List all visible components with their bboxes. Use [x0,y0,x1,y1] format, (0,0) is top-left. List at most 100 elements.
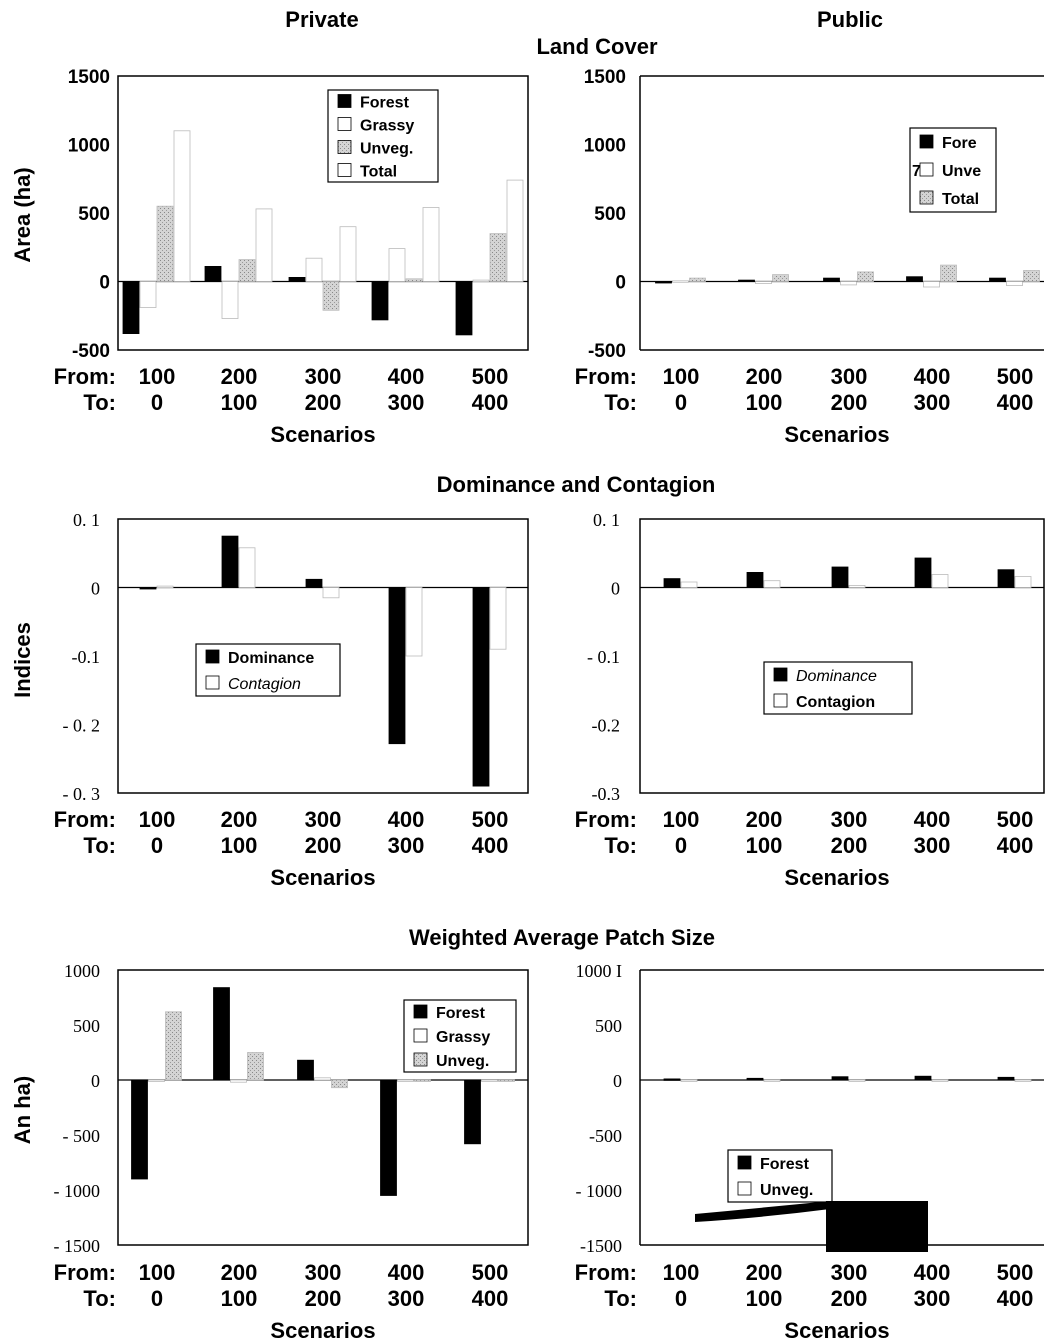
legend-label: Unveg. [360,141,413,158]
legend-label: Forest [360,95,410,112]
legend-label: Forest [436,1005,486,1022]
bar-unveg-3 [322,281,340,311]
y-tick-label: 0 [99,273,110,294]
legend-label: Fore [942,135,977,152]
bar-forest-2 [738,279,755,283]
x-tick-to: 400 [997,833,1034,858]
bar-contagion-4 [931,574,949,588]
legend-label: Contagion [228,676,301,693]
bar-forest-3 [823,277,840,282]
header-private: Private [285,7,358,32]
bar-unveg-2 [763,1079,781,1082]
bar-forest-3 [297,1059,314,1081]
x-tick-to: 0 [151,1286,163,1311]
bar-total-3 [857,271,874,282]
bar-total-4 [422,207,440,282]
legend: Forest Grassy Unveg. Total [327,89,439,183]
chart-land_public: -500050010001500ForeUnveTotal7From:To:10… [575,67,1044,447]
bar-forest-5 [455,281,473,336]
bar-grassy-4 [388,248,406,282]
x-tick-to: 100 [221,833,258,858]
legend-swatch [737,1181,752,1196]
x-tick-to: 100 [221,390,258,415]
scan-artifact-smear [695,1201,830,1222]
x-tick-to: 300 [388,833,425,858]
y-tick-label: 1000 [64,961,100,981]
bar-dominance-1 [139,587,157,590]
legend-swatch [413,1004,428,1019]
y-tick-label: - 500 [63,1126,101,1146]
x-tick-from: 100 [139,1260,176,1285]
section-title-weighted-patch-size: Weighted Average Patch Size [409,925,715,950]
x-tick-to: 400 [997,1286,1034,1311]
bar-forest-5 [997,1076,1015,1081]
bar-dominance-4 [388,587,406,745]
x-tick-to: 200 [831,390,868,415]
x-tick-to: 400 [472,390,509,415]
section-title-land-cover: Land Cover [536,34,657,59]
legend-swatch [773,667,788,682]
legend-label: Contagion [796,694,875,711]
bar-contagion-3 [322,587,340,599]
to-label: To: [604,1286,637,1311]
bar-unveg-4 [931,1079,949,1082]
x-tick-to: 200 [831,1286,868,1311]
plot-frame [117,969,529,1246]
y-tick-label: - 0. 3 [63,784,101,804]
x-tick-from: 200 [746,364,783,389]
bar-contagion-5 [489,587,507,650]
y-tick-label: 1000 I [576,961,623,981]
bar-forest-2 [213,987,230,1081]
legend-box [195,643,341,697]
x-tick-from: 500 [997,1260,1034,1285]
x-tick-from: 300 [831,364,868,389]
bar-unveg-3 [840,281,857,286]
x-tick-from: 200 [746,807,783,832]
legend: Forest Grassy Unveg. [403,999,517,1073]
legend-label: Unveg. [760,1182,813,1199]
x-tick-to: 200 [305,390,342,415]
legend-stray-glyph: 7 [912,163,921,180]
x-tick-from: 100 [663,807,700,832]
bar-contagion-3 [848,585,866,588]
legend-box [763,661,913,715]
legend-swatch [919,190,934,205]
x-tick-to: 100 [746,833,783,858]
bar-contagion-4 [405,587,423,657]
x-tick-from: 500 [997,807,1034,832]
x-axis-title: Scenarios [270,1318,375,1343]
y-tick-label: - 0.1 [587,647,620,667]
y-tick-label: - 0. 2 [63,716,101,736]
y-tick-label: 1000 [584,136,626,157]
x-tick-to: 0 [675,833,687,858]
legend-swatch [773,693,788,708]
legend-label: Unve [942,163,981,180]
bar-forest-3 [288,276,306,282]
to-label: To: [83,833,116,858]
chart-land_private: -500050010001500ForestGrassyUnveg.TotalF… [54,67,529,447]
bar-contagion-1 [156,585,174,588]
x-tick-to: 400 [997,390,1034,415]
bar-forest-2 [746,1077,764,1081]
x-tick-from: 300 [831,1260,868,1285]
x-tick-from: 400 [914,807,951,832]
bar-contagion-5 [1014,576,1032,588]
bar-contagion-1 [680,581,698,588]
x-tick-from: 400 [388,364,425,389]
x-tick-from: 500 [997,364,1034,389]
bar-dominance-2 [746,572,764,588]
bar-unveg-1 [672,280,689,283]
x-tick-to: 400 [472,1286,509,1311]
legend: Fore Unve Total 7 [909,127,997,213]
y-tick-label: 0. 1 [593,510,620,530]
x-tick-from: 100 [139,364,176,389]
x-tick-from: 200 [221,807,258,832]
chart-dom_public: -0.3 -0.2 - 0.1 0 0. 1 Dominance Contagion From… [575,510,1045,890]
x-tick-to: 0 [675,1286,687,1311]
y-tick-label: 0 [611,579,620,599]
bar-unveg-4 [414,1079,431,1082]
plot-frame [117,75,529,351]
x-axis-title: Scenarios [784,865,889,890]
to-label: To: [83,1286,116,1311]
bar-dominance-5 [997,569,1015,588]
